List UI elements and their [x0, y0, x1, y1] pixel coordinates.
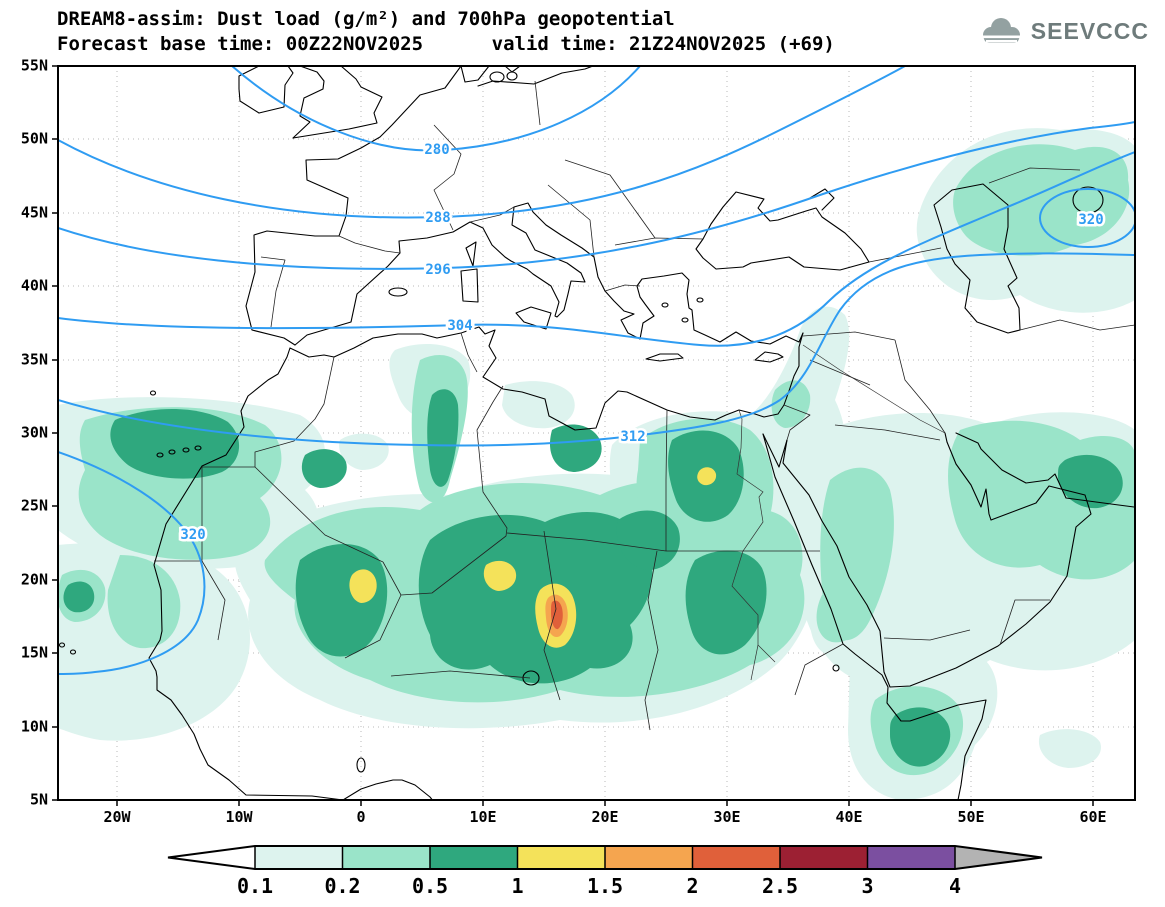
colorbar-label: 4 — [949, 874, 961, 898]
colorbar-cell — [867, 846, 955, 869]
colorbar-label: 3 — [861, 874, 873, 898]
lat-tick-label: 25N — [21, 497, 48, 515]
contour-label-288: 288 — [425, 210, 450, 226]
lat-axis: 55N 50N 45N 40N 35N 30N 25N 20N 15N 10N … — [21, 57, 48, 809]
colorbar-cell — [780, 846, 868, 869]
colorbar-label: 2.5 — [762, 874, 798, 898]
dust-layer-2 — [551, 600, 563, 630]
colorbar-arrow-right — [955, 846, 1042, 869]
contour-label-280: 280 — [424, 142, 449, 158]
lat-tick-label: 30N — [21, 424, 48, 442]
lon-tick-label: 20W — [103, 808, 131, 826]
colorbar-cell — [342, 846, 430, 869]
colorbar-label: 1 — [511, 874, 523, 898]
lon-axis: 20W 10W 0 10E 20E 30E 40E 50E 60E — [103, 808, 1106, 826]
lat-tick-label: 35N — [21, 351, 48, 369]
lon-tick-label: 10W — [225, 808, 253, 826]
lon-tick-label: 30E — [713, 808, 740, 826]
page-title: DREAM8-assim: Dust load (g/m²) and 700hP… — [57, 8, 675, 30]
colorbar: 0.1 0.2 0.5 1 1.5 2 2.5 3 4 — [167, 845, 1043, 898]
lon-tick-label: 0 — [356, 808, 365, 826]
lon-tick-label: 20E — [591, 808, 618, 826]
country-borders — [154, 80, 1135, 731]
contour-label-304: 304 — [447, 318, 472, 334]
axis-ticks — [52, 65, 1094, 806]
colorbar-cell — [430, 846, 518, 869]
geopotential-contours — [58, 66, 1135, 675]
colorbar-label: 0.2 — [324, 874, 360, 898]
lon-tick-label: 50E — [957, 808, 984, 826]
colorbar-label: 0.5 — [412, 874, 448, 898]
colorbar-cell — [255, 846, 343, 869]
lat-tick-label: 20N — [21, 571, 48, 589]
colorbar-label: 0.1 — [237, 874, 273, 898]
colorbar-cell — [692, 846, 780, 869]
lat-tick-label: 45N — [21, 204, 48, 222]
lon-tick-label: 60E — [1079, 808, 1106, 826]
forecast-time-subtitle: Forecast base time: 00Z22NOV2025 valid t… — [57, 33, 835, 55]
cloud-icon — [980, 18, 1022, 43]
lat-tick-label: 10N — [21, 718, 48, 736]
rivers — [731, 344, 946, 681]
colorbar-arrow-left — [168, 846, 255, 869]
lat-tick-label: 55N — [21, 57, 48, 75]
colorbar-label: 2 — [686, 874, 698, 898]
lat-tick-label: 5N — [30, 791, 48, 809]
colorbar-cell — [517, 846, 605, 869]
lat-tick-label: 15N — [21, 644, 48, 662]
colorbar-label: 1.5 — [587, 874, 623, 898]
coastlines — [58, 66, 1135, 800]
lon-tick-label: 40E — [835, 808, 862, 826]
seevccc-logo: SEEVCCC — [978, 16, 1149, 46]
contour-label-296: 296 — [425, 262, 450, 278]
contour-label-320-east: 320 — [1078, 212, 1103, 228]
lat-tick-label: 40N — [21, 277, 48, 295]
lon-tick-label: 10E — [469, 808, 496, 826]
contour-label-320-west: 320 — [180, 527, 205, 543]
contour-label-312: 312 — [620, 429, 645, 445]
colorbar-cell — [605, 846, 693, 869]
geopotential-contour-labels: 280 288 296 304 312 320 320 — [178, 140, 1106, 546]
lat-tick-label: 50N — [21, 130, 48, 148]
logo-text: SEEVCCC — [1030, 17, 1149, 44]
